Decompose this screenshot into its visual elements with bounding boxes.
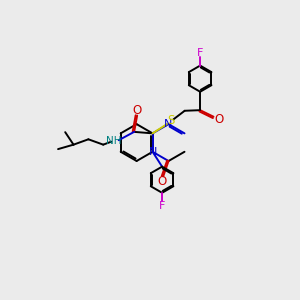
Text: F: F	[159, 201, 165, 211]
Text: N: N	[148, 147, 157, 157]
Text: F: F	[197, 48, 203, 58]
Text: S: S	[168, 114, 175, 127]
Text: O: O	[157, 175, 166, 188]
Text: NH: NH	[106, 136, 122, 146]
Text: O: O	[214, 112, 224, 126]
Text: O: O	[133, 104, 142, 117]
Text: N: N	[164, 119, 173, 129]
